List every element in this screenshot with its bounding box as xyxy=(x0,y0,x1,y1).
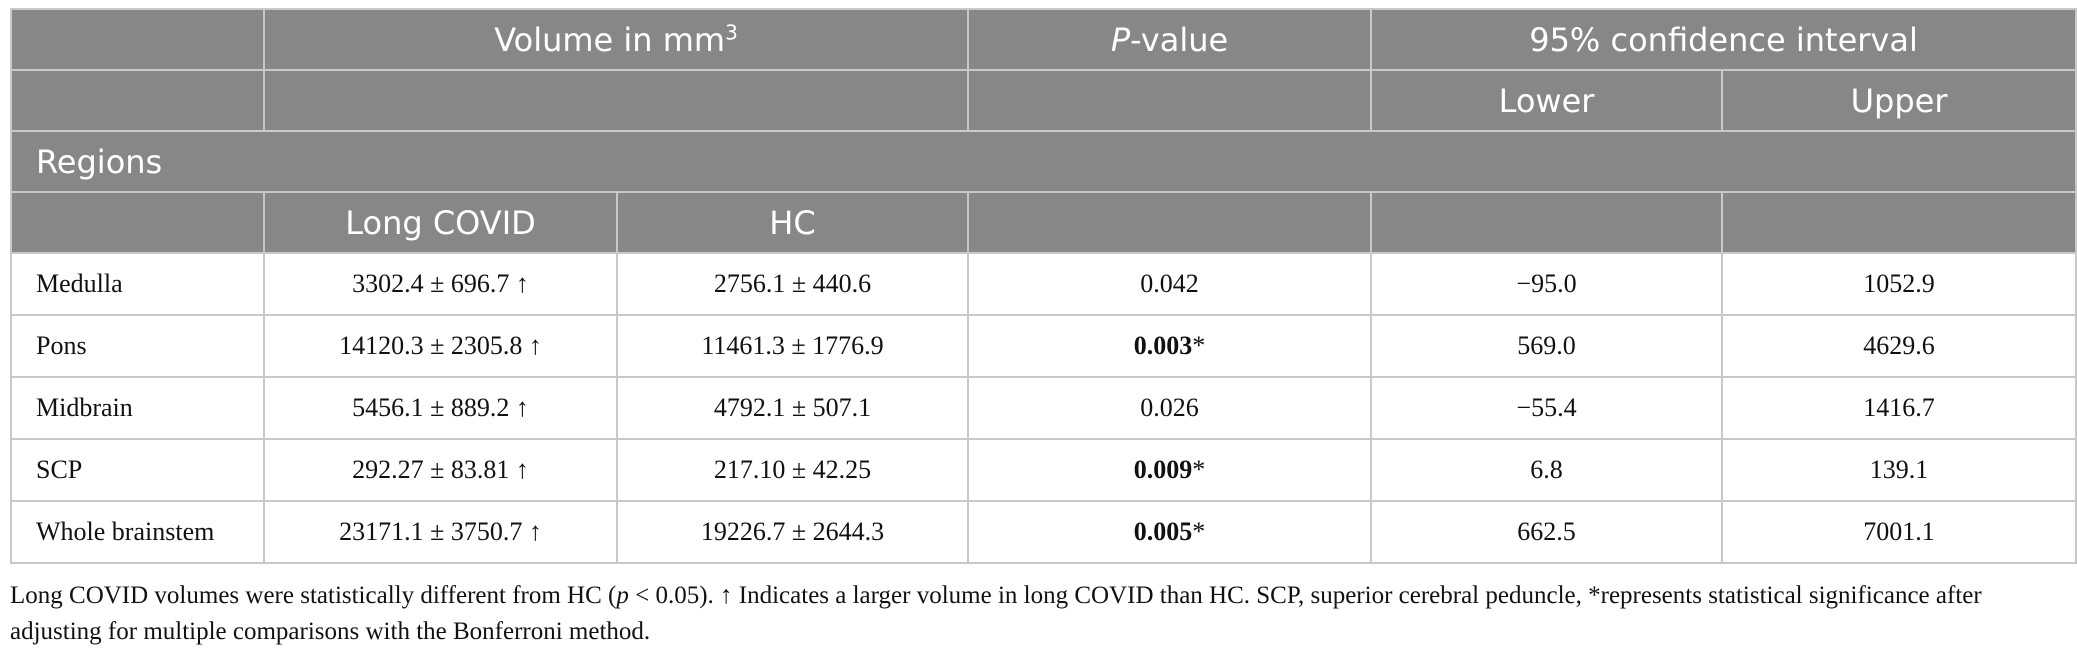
lower-cell: 662.5 xyxy=(1370,500,1724,564)
header-row-1: Volume in mm3 P-value 95% confidence int… xyxy=(10,8,2077,71)
table-row: Whole brainstem 23171.1 ± 3750.7 ↑ 19226… xyxy=(10,500,2077,564)
p-value-cell: 0.009* xyxy=(967,438,1373,502)
lower-cell: 569.0 xyxy=(1370,314,1724,378)
header-empty-cell xyxy=(10,191,265,254)
header-empty-cell xyxy=(967,69,1373,132)
header-empty-cell xyxy=(10,69,265,132)
header-row-2: Lower Upper xyxy=(10,69,2077,132)
lower-header: Lower xyxy=(1370,69,1724,132)
table-row: Medulla 3302.4 ± 696.7 ↑ 2756.1 ± 440.6 … xyxy=(10,252,2077,316)
region-cell: SCP xyxy=(10,438,265,502)
region-cell: Whole brainstem xyxy=(10,500,265,564)
upper-cell: 139.1 xyxy=(1721,438,2077,502)
hc-cell: 19226.7 ± 2644.3 xyxy=(615,500,970,564)
table-footnote: Long COVID volumes were statistically di… xyxy=(10,582,1982,645)
long-covid-cell: 14120.3 ± 2305.8 ↑ xyxy=(263,314,618,378)
results-table: Volume in mm3 P-value 95% confidence int… xyxy=(9,8,2077,564)
upper-cell: 1416.7 xyxy=(1721,376,2077,440)
long-covid-cell: 23171.1 ± 3750.7 ↑ xyxy=(263,500,618,564)
header-empty-cell xyxy=(1721,191,2077,254)
long-covid-header: Long COVID xyxy=(263,191,618,254)
table-row: Midbrain 5456.1 ± 889.2 ↑ 4792.1 ± 507.1… xyxy=(10,376,2077,440)
upper-cell: 7001.1 xyxy=(1721,500,2077,564)
hc-cell: 11461.3 ± 1776.9 xyxy=(615,314,970,378)
p-value-cell: 0.026 xyxy=(967,376,1373,440)
ci-header: 95% confidence interval xyxy=(1370,8,2077,71)
hc-cell: 217.10 ± 42.25 xyxy=(615,438,970,502)
header-empty-cell xyxy=(10,8,265,71)
p-value-header: P-value xyxy=(967,8,1373,71)
long-covid-cell: 5456.1 ± 889.2 ↑ xyxy=(263,376,618,440)
upper-cell: 1052.9 xyxy=(1721,252,2077,316)
header-empty-cell xyxy=(1370,191,1724,254)
lower-cell: 6.8 xyxy=(1370,438,1724,502)
region-cell: Medulla xyxy=(10,252,265,316)
region-cell: Pons xyxy=(10,314,265,378)
header-empty-cell xyxy=(262,69,970,132)
upper-cell: 4629.6 xyxy=(1721,314,2077,378)
header-empty-cell xyxy=(967,191,1373,254)
table-row: SCP 292.27 ± 83.81 ↑ 217.10 ± 42.25 0.00… xyxy=(10,438,2077,502)
p-value-cell: 0.005* xyxy=(967,500,1373,564)
long-covid-cell: 3302.4 ± 696.7 ↑ xyxy=(263,252,618,316)
p-value-cell: 0.042 xyxy=(967,252,1373,316)
header-row-3: Regions xyxy=(9,130,2077,193)
region-cell: Midbrain xyxy=(10,376,265,440)
p-value-cell: 0.003* xyxy=(967,314,1373,378)
hc-cell: 4792.1 ± 507.1 xyxy=(615,376,970,440)
upper-header: Upper xyxy=(1721,69,2077,132)
regions-header: Regions xyxy=(9,130,2077,193)
header-row-4: Long COVID HC xyxy=(10,191,2077,254)
volume-header: Volume in mm3 xyxy=(262,8,970,71)
table-row: Pons 14120.3 ± 2305.8 ↑ 11461.3 ± 1776.9… xyxy=(10,314,2077,378)
hc-header: HC xyxy=(615,191,970,254)
long-covid-cell: 292.27 ± 83.81 ↑ xyxy=(263,438,618,502)
lower-cell: −55.4 xyxy=(1370,376,1724,440)
lower-cell: −95.0 xyxy=(1370,252,1724,316)
hc-cell: 2756.1 ± 440.6 xyxy=(615,252,970,316)
